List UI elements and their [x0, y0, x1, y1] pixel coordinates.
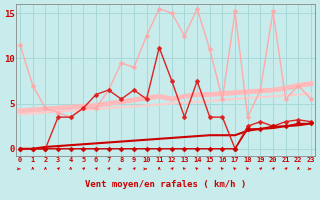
X-axis label: Vent moyen/en rafales ( km/h ): Vent moyen/en rafales ( km/h ) [85, 180, 246, 189]
